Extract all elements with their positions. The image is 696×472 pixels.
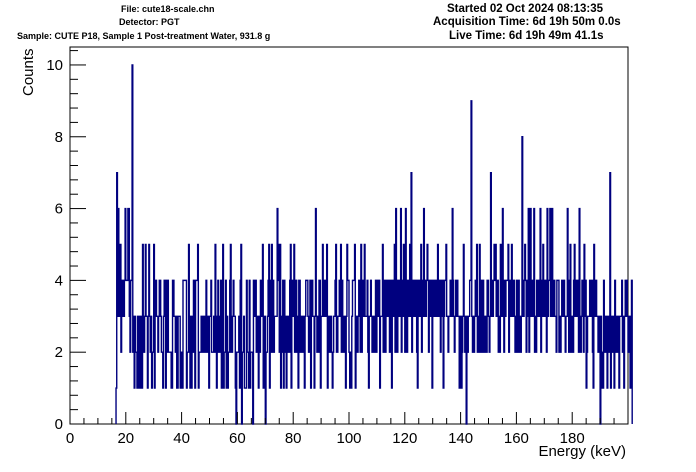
histogram-series bbox=[115, 64, 633, 425]
x-axis: 0 20 40 60 80 100 120 140 160 180 bbox=[66, 412, 629, 447]
x-tick-label: 80 bbox=[285, 430, 302, 447]
x-tick-label: 60 bbox=[229, 430, 246, 447]
x-tick-label: 20 bbox=[117, 430, 134, 447]
live-time-label: Live Time: 6d 19h 49m 41.1s bbox=[449, 30, 604, 42]
y-axis-title: Counts bbox=[20, 48, 37, 96]
x-tick-label: 140 bbox=[448, 430, 473, 447]
y-tick-label: 6 bbox=[55, 201, 63, 218]
x-tick-label: 160 bbox=[504, 430, 529, 447]
x-axis-title: Energy (keV) bbox=[538, 443, 626, 460]
x-tick-label: 180 bbox=[560, 430, 585, 447]
y-tick-label: 8 bbox=[55, 129, 63, 146]
y-tick-label: 2 bbox=[55, 344, 63, 361]
acquisition-time-label: Acquisition Time: 6d 19h 50m 0.0s bbox=[433, 16, 621, 28]
file-label: File: cute18-scale.chn bbox=[121, 4, 215, 14]
x-tick-label: 120 bbox=[392, 430, 417, 447]
sample-label: Sample: CUTE P18, Sample 1 Post-treatmen… bbox=[17, 31, 271, 41]
detector-label: Detector: PGT bbox=[119, 17, 180, 27]
x-tick-label: 100 bbox=[336, 430, 361, 447]
x-tick-label: 0 bbox=[66, 430, 74, 447]
started-label: Started 02 Oct 2024 08:13:35 bbox=[447, 3, 603, 15]
y-tick-label: 4 bbox=[55, 272, 63, 289]
y-axis: 0 2 4 6 8 10 bbox=[46, 50, 86, 433]
x-tick-label: 40 bbox=[173, 430, 190, 447]
y-tick-label: 0 bbox=[55, 416, 63, 433]
y-tick-label: 10 bbox=[46, 57, 63, 74]
